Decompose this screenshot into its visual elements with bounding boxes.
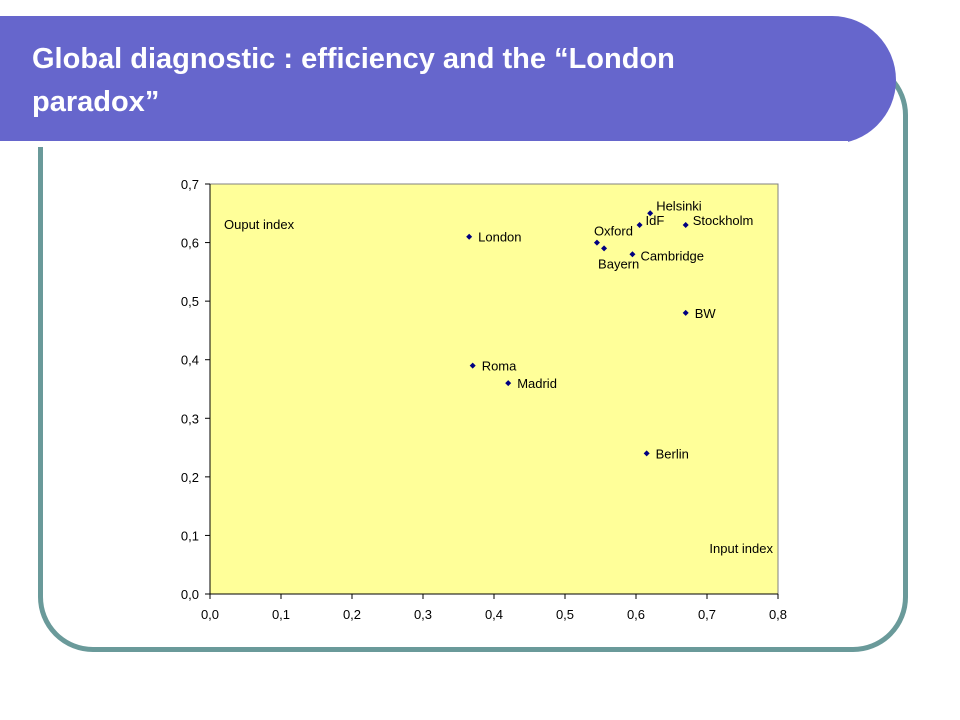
point-label-london: London: [478, 230, 521, 245]
point-label-oxford: Oxford: [594, 224, 633, 239]
data-point-bw: [682, 309, 689, 316]
data-point-roma: [469, 362, 476, 369]
point-label-stockholm: Stockholm: [693, 213, 754, 228]
data-point-berlin: [643, 450, 650, 457]
data-point-bayern: [601, 245, 608, 252]
y-tick-label: 0,2: [181, 470, 199, 485]
axes: [205, 183, 779, 599]
y-axis-label: Ouput index: [224, 217, 295, 232]
plot-area: [209, 183, 779, 595]
data-point-stockholm: [682, 222, 689, 228]
x-tick-label: 0,0: [201, 607, 219, 622]
point-label-roma: Roma: [482, 359, 517, 374]
x-tick-label: 0,2: [343, 607, 361, 622]
data-point-helsinki: [647, 210, 654, 217]
point-label-cambridge: Cambridge: [640, 248, 704, 263]
x-tick-label: 0,5: [556, 607, 574, 622]
point-label-bayern: Bayern: [598, 256, 639, 271]
x-tick-label: 0,8: [769, 607, 787, 622]
data-point-idf: [636, 222, 643, 228]
y-tick-label: 0,6: [181, 236, 199, 251]
x-tick-label: 0,4: [485, 607, 503, 622]
y-tick-label: 0,4: [181, 353, 199, 368]
y-tick-label: 0,1: [181, 528, 199, 543]
point-label-idf: IdF: [646, 213, 665, 228]
point-label-bw: BW: [695, 306, 717, 321]
tick-labels: 0,0 0,1 0,2 0,3 0,4 0,5 0,6 0,7 0,8 0,0 0,1 0,2 0,3 0…: [181, 177, 787, 622]
x-tick-label: 0,6: [627, 607, 645, 622]
point-label-berlin: Berlin: [656, 446, 689, 461]
y-tick-label: 0,0: [181, 587, 199, 602]
data-point-london: [466, 233, 473, 240]
point-label-helsinki: Helsinki: [656, 198, 702, 213]
data-point-oxford: [593, 239, 600, 246]
slide-title: Global diagnostic : efficiency and the “…: [32, 43, 675, 118]
x-axis-label: Input index: [709, 541, 773, 556]
data-point-madrid: [505, 380, 512, 387]
data-point-cambridge: [629, 251, 636, 258]
y-tick-label: 0,5: [181, 294, 199, 309]
x-tick-label: 0,1: [272, 607, 290, 622]
x-tick-label: 0,3: [414, 607, 432, 622]
point-label-madrid: Madrid: [517, 376, 557, 391]
y-tick-label: 0,3: [181, 411, 199, 426]
title-bar: Global diagnostic : efficiency and the “…: [0, 16, 896, 147]
x-tick-label: 0,7: [698, 607, 716, 622]
title-underline: [0, 141, 848, 147]
y-tick-label: 0,7: [181, 177, 199, 192]
